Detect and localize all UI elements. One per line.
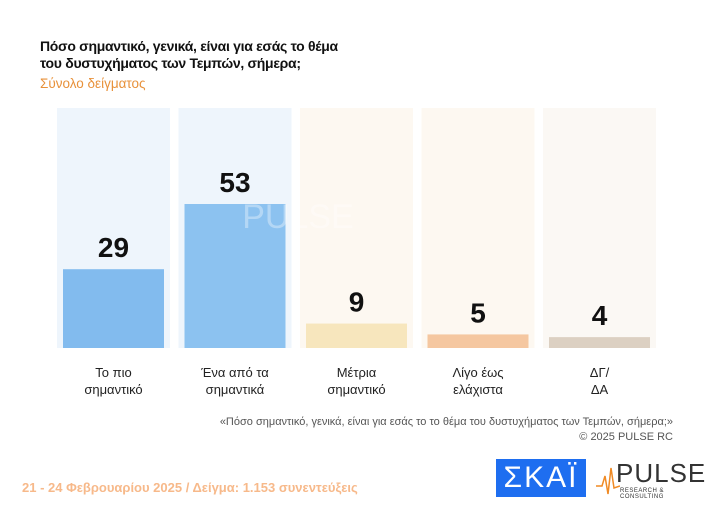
data-label: 4 — [592, 300, 608, 331]
category-label: ΔΑ — [591, 382, 609, 397]
category-label: ΔΓ/ — [590, 365, 610, 380]
category-label: σημαντικό — [327, 382, 385, 397]
bar — [184, 204, 286, 348]
pulse-logo-text: PULSE — [616, 458, 707, 488]
skai-logo: ΣΚΑΪ — [496, 459, 586, 497]
chart-title: Πόσο σημαντικό, γενικά, είναι για εσάς τ… — [40, 38, 338, 72]
data-label: 5 — [470, 297, 486, 328]
data-label: 29 — [98, 232, 129, 263]
title-line-2: του δυστυχήματος των Τεμπών, σήμερα; — [40, 55, 301, 71]
pulse-logo: PULSE RESEARCH & CONSULTING — [596, 458, 705, 500]
data-label: 53 — [219, 167, 250, 198]
category-label: Ένα από τα — [200, 365, 269, 380]
chart-subtitle: Σύνολο δείγματος — [40, 76, 146, 91]
data-label: 9 — [349, 287, 365, 318]
title-line-1: Πόσο σημαντικό, γενικά, είναι για εσάς τ… — [40, 38, 338, 54]
category-label: σημαντικά — [206, 382, 265, 397]
column-panel — [300, 108, 413, 348]
category-label: Μέτρια — [337, 365, 377, 380]
copyright: © 2025 PULSE RC — [579, 431, 673, 443]
column-panel — [543, 108, 656, 348]
category-label: σημαντικό — [84, 382, 142, 397]
category-label: Λίγο έως — [452, 365, 503, 380]
bar — [306, 323, 407, 348]
pulse-logo-tagline: RESEARCH & CONSULTING — [620, 488, 665, 500]
question-note: «Πόσο σημαντικό, γενικά, είναι για εσάς … — [220, 415, 673, 445]
bar-chart: 29 Το πιο σημαντικό 53 Ένα από τα σημαντικά 9 Μ… — [57, 108, 656, 397]
column-panel — [421, 108, 535, 348]
category-label: ελάχιστα — [453, 382, 503, 397]
pulse-wave-icon — [596, 467, 620, 495]
bar — [63, 269, 164, 348]
watermark: PULSE — [242, 198, 354, 236]
bar — [427, 334, 529, 348]
note-question: «Πόσο σημαντικό, γενικά, είναι για εσάς … — [219, 416, 673, 428]
category-label: Το πιο — [95, 365, 131, 380]
bar — [549, 337, 650, 348]
footer-info: 21 - 24 Φεβρουαρίου 2025 / Δείγμα: 1.153… — [22, 480, 358, 495]
